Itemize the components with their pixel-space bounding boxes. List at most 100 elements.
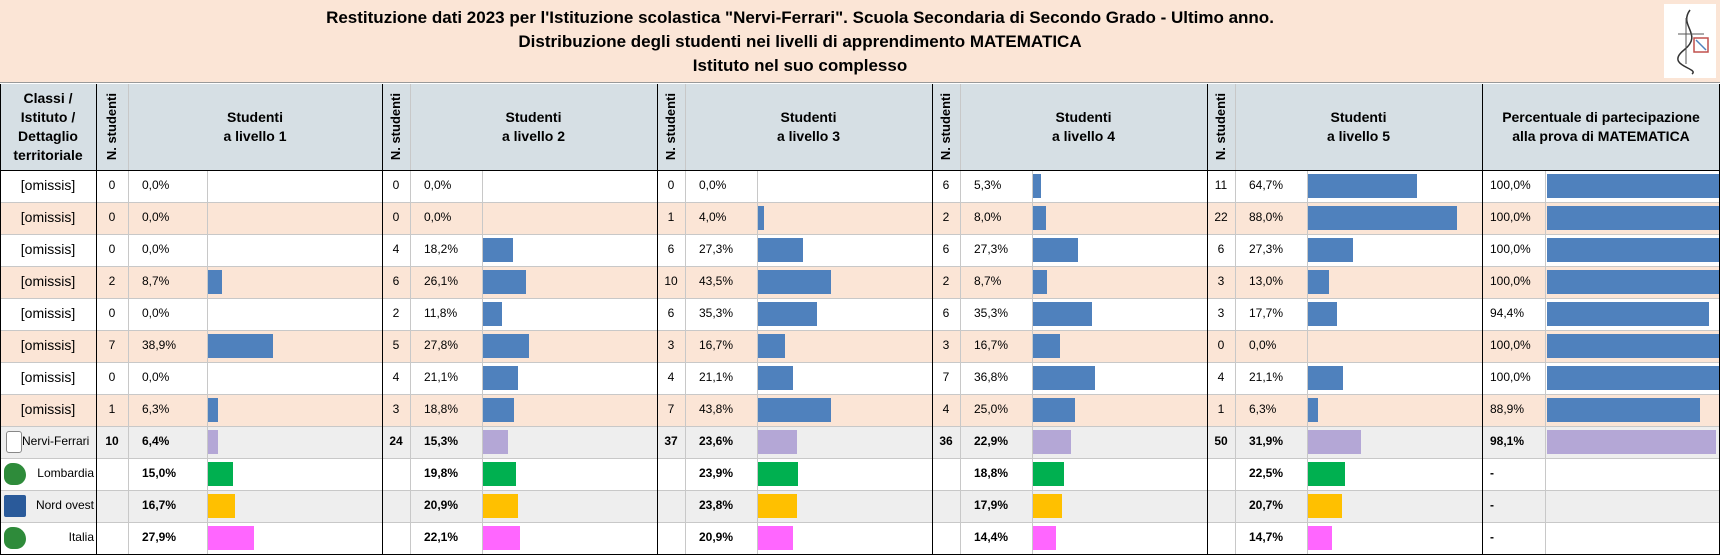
cell-divider <box>1032 202 1033 234</box>
level-bar <box>757 302 817 326</box>
column-divider <box>1207 84 1208 555</box>
participation-value: 100,0% <box>1490 178 1531 192</box>
row-label: Lombardia <box>37 466 94 480</box>
table-row <box>0 202 1720 234</box>
percent-value: 0,0% <box>142 242 170 256</box>
percent-value: 16,7% <box>974 338 1009 352</box>
n-studenti-value: 0 <box>108 178 116 192</box>
cell-divider <box>482 330 483 362</box>
row-divider <box>0 522 1720 523</box>
percent-value: 43,8% <box>699 402 734 416</box>
level-bar <box>207 334 274 358</box>
n-studenti-value: 1 <box>108 402 116 416</box>
table-row <box>0 362 1720 394</box>
percent-value: 27,3% <box>974 242 1009 256</box>
level-bar <box>757 526 793 550</box>
cell-divider <box>207 490 208 522</box>
percent-value: 27,9% <box>142 530 177 544</box>
cell-divider <box>1307 394 1308 426</box>
percent-value: 17,7% <box>1249 306 1284 320</box>
percent-value: 14,4% <box>974 530 1009 544</box>
column-divider <box>657 84 658 555</box>
percent-value: 0,0% <box>1249 338 1277 352</box>
n-studenti-value: 6 <box>942 306 950 320</box>
report-header: Restituzione dati 2023 per l'Istituzione… <box>0 0 1720 83</box>
percent-value: 0,0% <box>424 178 452 192</box>
percent-value: 6,3% <box>142 402 170 416</box>
level-bar <box>1032 494 1063 518</box>
cell-divider <box>482 234 483 266</box>
school-logo-icon <box>6 431 22 453</box>
cell-divider <box>757 522 758 554</box>
header-n-studenti: N. studenti <box>657 84 685 170</box>
level-bar <box>482 430 508 454</box>
percent-value: 43,5% <box>699 274 734 288</box>
percent-value: 0,0% <box>142 306 170 320</box>
header-first-column: Classi / Istituto / Dettaglio territoria… <box>0 84 96 170</box>
row-label: [omissis] <box>20 209 76 225</box>
percent-value: 18,8% <box>974 466 1009 480</box>
percent-value: 21,1% <box>1249 370 1284 384</box>
cell-divider <box>757 426 758 458</box>
table-row <box>0 426 1720 458</box>
header-level-3: Studenti a livello 3 <box>685 84 932 170</box>
header-n-studenti-label: N. studenti <box>663 93 679 161</box>
n-studenti-value: 0 <box>392 178 400 192</box>
cell-divider <box>1307 298 1308 330</box>
cell-divider <box>207 298 208 330</box>
cell-divider <box>757 170 758 202</box>
n-studenti-value: 22 <box>1214 210 1228 224</box>
school-logo-icon <box>1664 4 1716 78</box>
participation-value: - <box>1490 466 1494 480</box>
cell-divider <box>207 362 208 394</box>
level-bar <box>1032 462 1064 486</box>
cell-divider <box>207 522 208 554</box>
row-label: [omissis] <box>20 401 76 417</box>
column-divider <box>0 84 1 555</box>
n-studenti-value: 6 <box>942 178 950 192</box>
percent-value: 0,0% <box>424 210 452 224</box>
n-studenti-value: 3 <box>667 338 675 352</box>
level-bar <box>207 462 233 486</box>
percent-value: 8,7% <box>974 274 1002 288</box>
level-bar <box>482 366 518 390</box>
level-bar <box>1307 238 1354 262</box>
row-divider <box>0 266 1720 267</box>
level-bar <box>207 430 218 454</box>
cell-divider <box>1032 394 1033 426</box>
n-studenti-value: 50 <box>1214 434 1228 448</box>
participation-value: 100,0% <box>1490 242 1531 256</box>
percent-value: 64,7% <box>1249 178 1284 192</box>
cell-divider <box>482 266 483 298</box>
cell-divider <box>1032 362 1033 394</box>
cell-divider <box>1545 458 1546 490</box>
header-participation: Percentuale di partecipazione alla prova… <box>1482 84 1720 170</box>
row-label: Italia <box>68 530 94 544</box>
cell-divider <box>482 458 483 490</box>
header-n-studenti: N. studenti <box>1207 84 1235 170</box>
n-studenti-value: 1 <box>667 210 675 224</box>
level-bar <box>482 302 503 326</box>
row-divider <box>0 234 1720 235</box>
level-bar <box>1307 206 1457 230</box>
n-divider <box>410 84 411 555</box>
row-divider <box>0 458 1720 459</box>
n-studenti-value: 36 <box>939 434 953 448</box>
row-label: [omissis] <box>20 177 76 193</box>
cell-divider <box>482 202 483 234</box>
participation-bar <box>1547 206 1719 230</box>
participation-value: 88,9% <box>1490 402 1525 416</box>
participation-value: 100,0% <box>1490 274 1531 288</box>
percent-value: 22,9% <box>974 434 1009 448</box>
cell-divider <box>1307 458 1308 490</box>
cell-divider <box>482 170 483 202</box>
level-bar <box>1032 270 1047 294</box>
cell-divider <box>757 202 758 234</box>
cell-divider <box>757 362 758 394</box>
percent-value: 25,0% <box>974 402 1009 416</box>
percent-value: 27,3% <box>1249 242 1284 256</box>
level-bar <box>1307 526 1332 550</box>
cell-divider <box>207 170 208 202</box>
level-bar <box>757 398 832 422</box>
n-studenti-value: 24 <box>389 434 403 448</box>
